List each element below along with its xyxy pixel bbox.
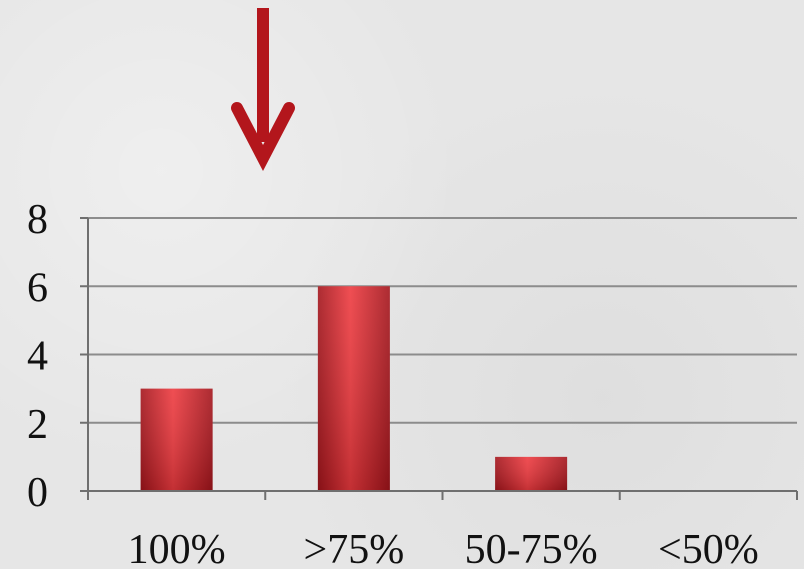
x-tick-label: 100% <box>128 527 226 569</box>
arrow-head <box>231 102 295 172</box>
x-tick-label: <50% <box>658 527 759 569</box>
y-tick-label: 2 <box>27 402 48 448</box>
y-tick-label: 4 <box>27 334 48 380</box>
y-tick-label: 6 <box>27 265 48 311</box>
x-tick-label: 50-75% <box>465 527 598 569</box>
bars <box>140 286 568 491</box>
y-tick-label: 8 <box>27 197 48 243</box>
arrow-shaft <box>257 8 269 142</box>
bar-shade-0 <box>140 388 213 491</box>
bar-shade-1 <box>317 286 390 491</box>
x-tick-label: >75% <box>304 527 405 569</box>
tick-labels: 0 2 4 6 8 100% >75% 50-75% <50% <box>27 197 759 569</box>
bar-shade-2 <box>495 456 568 491</box>
axes <box>80 217 798 500</box>
annotation-arrow <box>231 8 295 172</box>
y-tick-label: 0 <box>27 470 48 516</box>
